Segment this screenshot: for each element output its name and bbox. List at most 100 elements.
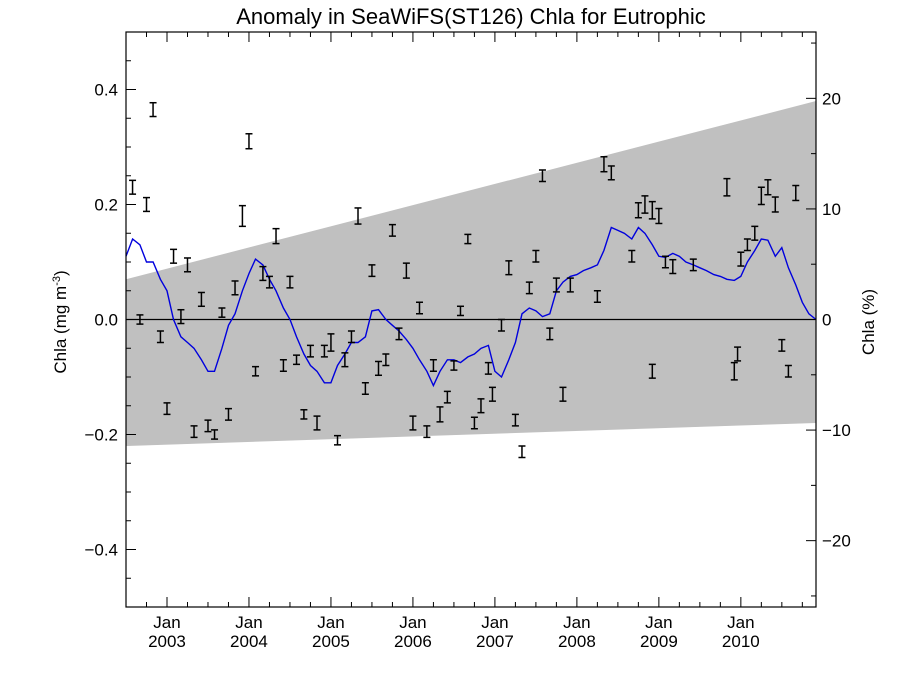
y-tick-label-left: −0.2 [84, 426, 118, 445]
error-bar-point [252, 365, 260, 377]
error-bar-point [538, 169, 546, 183]
error-bar-point [224, 407, 232, 421]
error-bar-point [456, 305, 464, 317]
error-bar-point [546, 327, 554, 341]
error-bar-point [552, 277, 560, 293]
x-tick-label-year: 2009 [640, 632, 678, 651]
y-tick-label-left: −0.4 [84, 541, 118, 560]
error-bar-point [218, 307, 226, 318]
error-bar-point [211, 429, 219, 440]
error-bar-point [497, 318, 505, 332]
error-bar-point [341, 352, 349, 368]
error-bar-point [402, 262, 410, 279]
error-bar-point [136, 314, 144, 325]
error-bar-point [743, 238, 751, 252]
error-bar-point [443, 390, 451, 404]
error-bar-point [382, 353, 390, 367]
error-bar-point [149, 101, 157, 118]
x-tick-label-month: Jan [153, 613, 180, 632]
error-bar-point [231, 280, 239, 296]
error-bar-point [368, 264, 376, 278]
error-bar-point [470, 416, 478, 430]
error-bar-point [532, 249, 540, 263]
error-bar-point [347, 330, 355, 344]
error-bar-point [177, 308, 185, 325]
error-bar-point [792, 184, 800, 202]
anomaly-line [125, 226, 817, 388]
y-tick-label-left: 0.0 [94, 311, 118, 330]
error-bar-point [730, 361, 738, 381]
x-tick-label-year: 2004 [230, 632, 268, 651]
x-tick-label-year: 2007 [476, 632, 514, 651]
x-tick-label-year: 2003 [148, 632, 186, 651]
x-tick-label-month: Jan [481, 613, 508, 632]
error-bar-point [757, 186, 765, 206]
x-tick-label-month: Jan [235, 613, 262, 632]
error-bar-point [204, 419, 212, 433]
error-bar-point [388, 223, 396, 237]
error-bar-point [488, 386, 496, 402]
error-bar-point [142, 196, 150, 213]
error-bar-point [293, 354, 301, 366]
error-bar-point [559, 386, 567, 402]
error-bar-point [129, 179, 137, 195]
error-bar-point [238, 204, 246, 228]
error-bar-point [286, 275, 294, 289]
error-bar-point [327, 333, 335, 352]
error-bar-point [648, 200, 656, 220]
error-bar-point [245, 133, 253, 150]
x-tick-label-year: 2006 [394, 632, 432, 651]
x-tick-label-month: Jan [645, 613, 672, 632]
error-bar-point [361, 382, 369, 395]
error-bar-point [628, 249, 636, 263]
y-axis-label-left: Chla (mg m-3) [51, 270, 70, 373]
error-bar-point [415, 301, 423, 315]
error-bar-point [771, 196, 779, 213]
y-tick-label-right: 20 [822, 89, 841, 108]
error-bar-point [661, 255, 669, 269]
x-tick-label-month: Jan [727, 613, 754, 632]
trend-band [126, 101, 816, 446]
x-tick-label-month: Jan [399, 613, 426, 632]
error-bar-point [354, 207, 362, 225]
error-bar-point [272, 227, 280, 245]
error-bar-point [600, 156, 608, 173]
error-bar-point [395, 327, 403, 341]
y-axis-label-right: Chla (%) [859, 289, 878, 355]
x-tick-label-year: 2005 [312, 632, 350, 651]
x-tick-label-month: Jan [317, 613, 344, 632]
error-bar-point [477, 398, 485, 414]
error-bar-point [689, 258, 697, 272]
error-bar-point [259, 265, 267, 282]
error-bar-point [197, 291, 205, 308]
error-bar-point [429, 359, 437, 372]
error-bar-point [306, 344, 314, 358]
error-bar-point [464, 233, 472, 245]
error-bar-point [648, 363, 656, 379]
x-tick-label-month: Jan [563, 613, 590, 632]
error-bar-point [450, 360, 458, 371]
error-bar-point [641, 195, 649, 214]
error-bar-point [511, 413, 519, 427]
error-bar-point [300, 409, 308, 420]
error-bar-point [374, 360, 382, 377]
error-bar-point [669, 258, 677, 275]
error-bar-point [190, 425, 198, 439]
error-bar-point [183, 257, 191, 273]
error-bar-point [436, 406, 444, 423]
error-bar-point [170, 248, 178, 264]
error-bar-point [423, 425, 431, 439]
error-bar-point [505, 260, 513, 276]
chart-title: Anomaly in SeaWiFS(ST126) Chla for Eutro… [236, 4, 706, 29]
x-tick-label-year: 2010 [722, 632, 760, 651]
error-bar-point [156, 330, 164, 344]
error-bar-point [737, 251, 745, 267]
error-bar-point [734, 346, 742, 362]
error-bar-point [320, 344, 328, 358]
x-tick-label-year: 2008 [558, 632, 596, 651]
error-bar-point [518, 445, 526, 459]
error-bar-point [751, 225, 759, 241]
error-bar-point [334, 434, 342, 446]
